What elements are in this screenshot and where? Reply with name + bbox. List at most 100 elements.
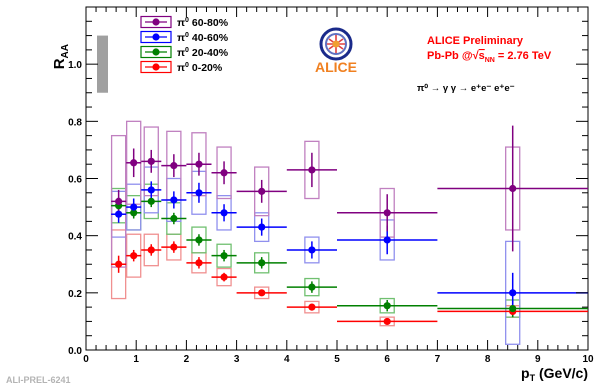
y-axis-label: RAA [51,44,71,69]
data-point-20-40--1 [130,209,138,217]
legend-label-20-40-: π0 20-40% [177,47,229,59]
data-point-60-80--7 [308,166,316,174]
legend-label-40-60-: π0 40-60% [177,32,229,44]
legend-sup: 0 [185,62,189,69]
data-point-40-60--9 [509,289,517,297]
legend-sup: 0 [185,17,189,24]
x-label-sub: T [530,373,536,383]
legend-marker-60-80- [152,18,160,26]
data-point-0-20--5 [220,273,228,281]
data-point-20-40--4 [195,236,203,244]
data-point-60-80--5 [220,169,228,177]
annotation-system-prefix: Pb-Pb @ [427,50,473,62]
data-point-20-40--8 [383,302,391,310]
x-tick-label-2: 2 [184,354,190,365]
legend-box-60-80- [140,15,172,29]
x-tick-label-1: 1 [133,354,139,365]
annotation-system: Pb-Pb @√sNN = 2.76 TeV [427,50,552,64]
axis-ticks-layer: 0 1 2 3 4 5 6 7 8 9 10 0.0 0.2 0.4 0.6 0.8 1.0 [68,7,594,365]
legend-prefix: π [177,62,185,74]
data-point-20-40--3 [170,214,178,223]
logo-text: ALICE [315,59,357,75]
data-point-40-60--6 [258,223,266,231]
data-point-40-60--8 [383,236,391,244]
data-point-60-80--0 [115,197,123,205]
legend-prefix: π [177,47,185,59]
data-point-0-20--0 [115,260,123,268]
legend-name: 60-80% [189,17,229,29]
data-point-0-20--7 [308,303,316,311]
y-label-sub: AA [60,44,71,58]
data-point-60-80--2 [147,157,155,165]
x-tick-label-3: 3 [234,354,240,365]
y-tick-label-2: 0.4 [68,232,82,243]
markers-layer [115,157,517,326]
legend-sup: 0 [185,47,189,54]
legend-box-40-60- [140,30,172,44]
legend-sup: 0 [185,32,189,39]
data-point-40-60--1 [130,203,138,211]
x-tick-label-8: 8 [485,354,491,365]
x-tick-label-10: 10 [582,354,594,365]
y-label-main: R [51,58,68,69]
data-point-20-40--5 [220,252,228,260]
legend-label-0-20-: π0 0-20% [177,62,223,74]
y-tick-label-1: 0.2 [68,289,82,300]
data-point-40-60--5 [220,209,228,217]
y-tick-label-4: 0.8 [68,117,82,128]
data-point-0-20--6 [258,289,266,297]
y-tick-label-3: 0.6 [68,175,82,186]
data-point-0-20--3 [170,243,178,251]
alice-logo: ALICE [315,27,357,75]
y-tick-label-5: 1.0 [68,60,82,71]
annotation-title: ALICE Preliminary [427,35,524,47]
data-point-60-80--3 [170,162,178,170]
x-tick-label-4: 4 [284,354,290,365]
legend-marker-0-20- [152,63,160,71]
x-tick-label-7: 7 [435,354,441,365]
annotation-sqrt-sub: NN [485,57,495,64]
data-point-0-20--2 [147,246,155,254]
x-label-unit: (GeV/c) [535,365,588,381]
legend-marker-40-60- [152,33,160,41]
legend-prefix: π [177,17,185,29]
data-point-60-80--4 [195,160,203,168]
x-tick-label-0: 0 [83,354,89,365]
normalization-band [97,35,108,93]
logo-core [332,40,340,48]
figure-id: ALI-PREL-6241 [6,375,71,385]
legend-name: 40-60% [189,32,229,44]
data-point-40-60--2 [147,186,155,194]
data-point-40-60--3 [170,196,178,204]
data-point-60-80--8 [383,209,391,217]
data-point-0-20--8 [383,317,391,326]
data-point-20-40--2 [147,197,155,205]
legend-name: 0-20% [189,62,223,74]
annotation-energy: = 2.76 TeV [495,50,552,62]
annotation-sqrt-symbol: √ [473,50,480,62]
data-point-40-60--4 [195,189,203,197]
y-tick-label-0: 0.0 [68,346,82,357]
x-label-main: p [521,365,530,381]
data-point-60-80--6 [258,187,266,195]
normalization-band-layer [97,35,108,93]
x-tick-label-5: 5 [334,354,340,365]
legend-box-20-40- [140,45,172,59]
data-point-40-60--0 [115,210,123,218]
annotation-decay-channel: π⁰ → γ γ → e⁺e⁻ e⁺e⁻ [417,83,515,94]
data-point-20-40--7 [308,283,316,291]
x-axis-label: pT (GeV/c) [521,365,588,383]
data-point-20-40--9 [509,304,517,313]
data-point-60-80--9 [509,184,517,193]
legend-box-0-20- [140,60,172,74]
legend-prefix: π [177,32,185,44]
data-point-0-20--4 [195,259,203,267]
data-point-60-80--1 [130,159,138,167]
legend-label-60-80-: π0 60-80% [177,17,229,29]
legend-name: 20-40% [189,47,229,59]
annotation-sqrt-s: s [479,50,485,62]
legend-marker-20-40- [152,48,160,56]
error-bars-layer [111,125,588,325]
